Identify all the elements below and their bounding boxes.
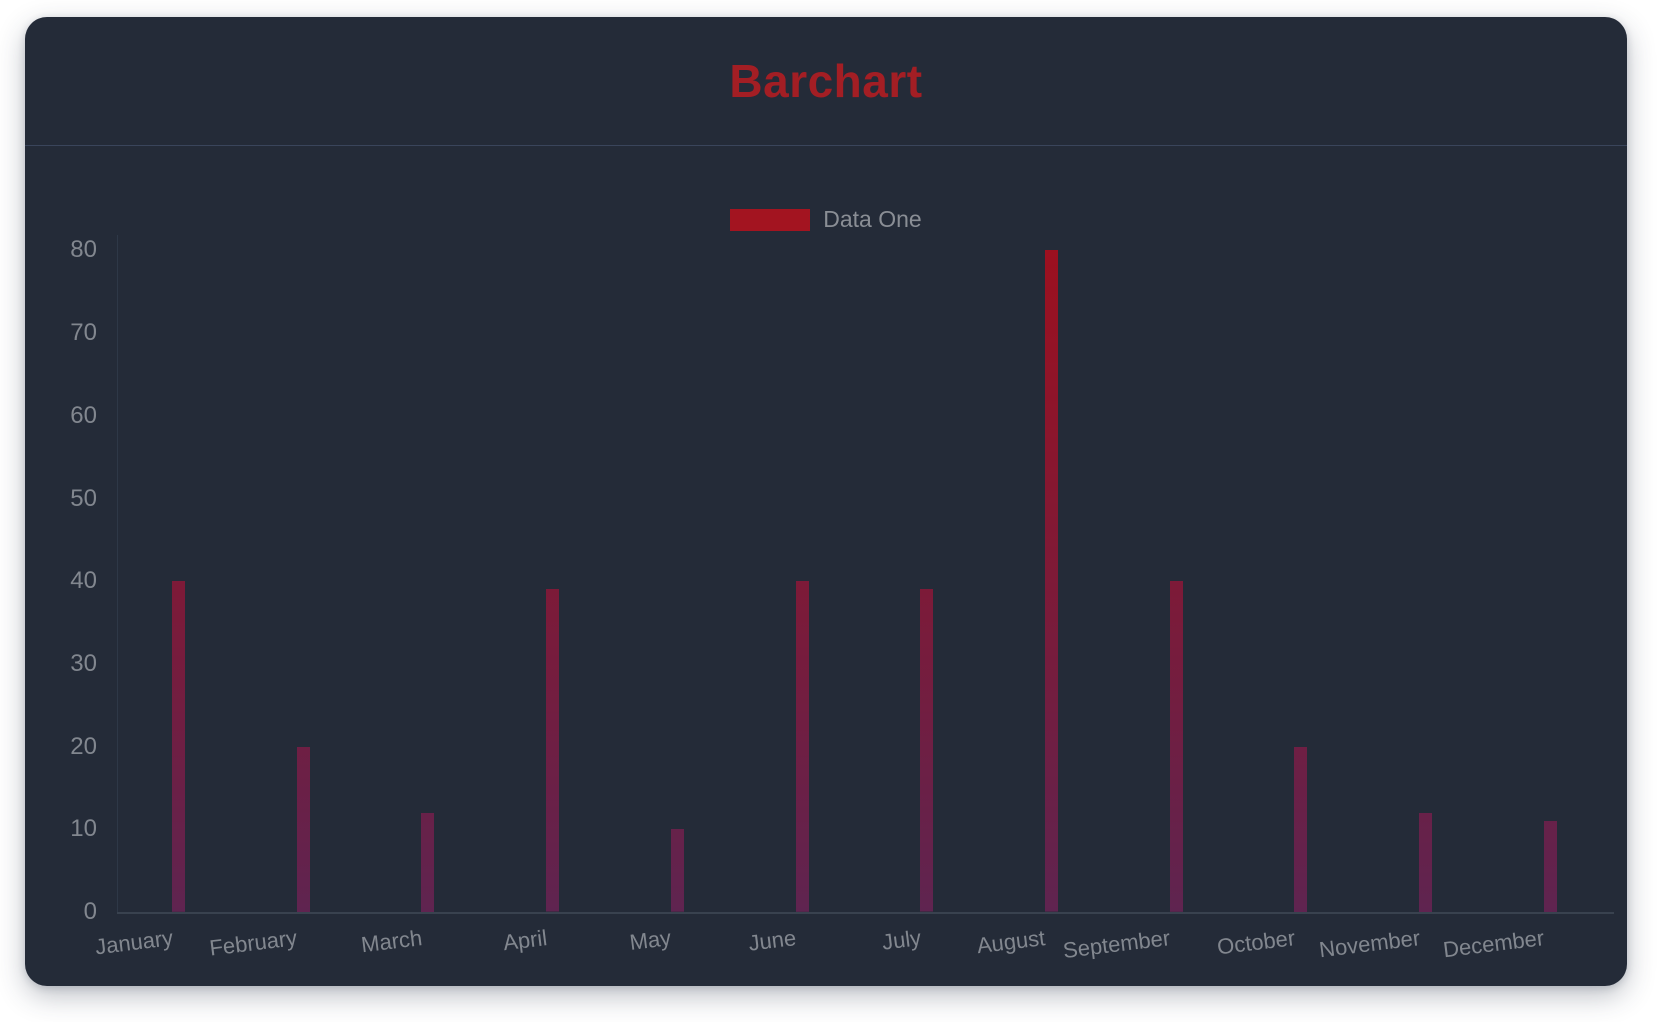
y-tick-label: 10 bbox=[70, 815, 97, 843]
chart-header: Barchart bbox=[25, 17, 1627, 146]
bar-february[interactable] bbox=[296, 746, 310, 912]
bar-april[interactable] bbox=[546, 589, 560, 912]
y-tick-label: 50 bbox=[70, 484, 97, 512]
chart-title: Barchart bbox=[729, 55, 923, 107]
bar-august[interactable] bbox=[1044, 250, 1058, 912]
bar-may[interactable] bbox=[670, 829, 684, 912]
bar-november[interactable] bbox=[1419, 812, 1432, 912]
y-tick-label: 80 bbox=[70, 236, 97, 264]
y-tick-label: 70 bbox=[70, 319, 97, 347]
bar-july[interactable] bbox=[920, 589, 934, 912]
bar-october[interactable] bbox=[1294, 746, 1308, 912]
bar-march[interactable] bbox=[421, 812, 435, 912]
chart-card: Barchart Data One 0 10 20 30 40 50 60 70 80 Janu… bbox=[25, 17, 1627, 986]
bar-december[interactable] bbox=[1543, 821, 1557, 912]
y-tick-label: 20 bbox=[70, 732, 97, 760]
bar-june[interactable] bbox=[795, 581, 809, 912]
legend[interactable]: Data One bbox=[25, 206, 1627, 233]
legend-swatch-icon bbox=[730, 208, 811, 231]
plot-area: 0 10 20 30 40 50 60 70 80 January February March Ap… bbox=[25, 17, 1627, 986]
y-tick-label: 30 bbox=[70, 649, 97, 677]
legend-label: Data One bbox=[823, 206, 922, 232]
y-tick-label: 0 bbox=[83, 898, 97, 925]
bar-january[interactable] bbox=[172, 581, 185, 912]
bar-september[interactable] bbox=[1169, 581, 1183, 912]
y-tick-label: 60 bbox=[70, 401, 97, 429]
y-tick-label: 40 bbox=[70, 567, 97, 595]
y-axis-line bbox=[117, 235, 118, 912]
x-axis-line bbox=[117, 912, 1614, 914]
